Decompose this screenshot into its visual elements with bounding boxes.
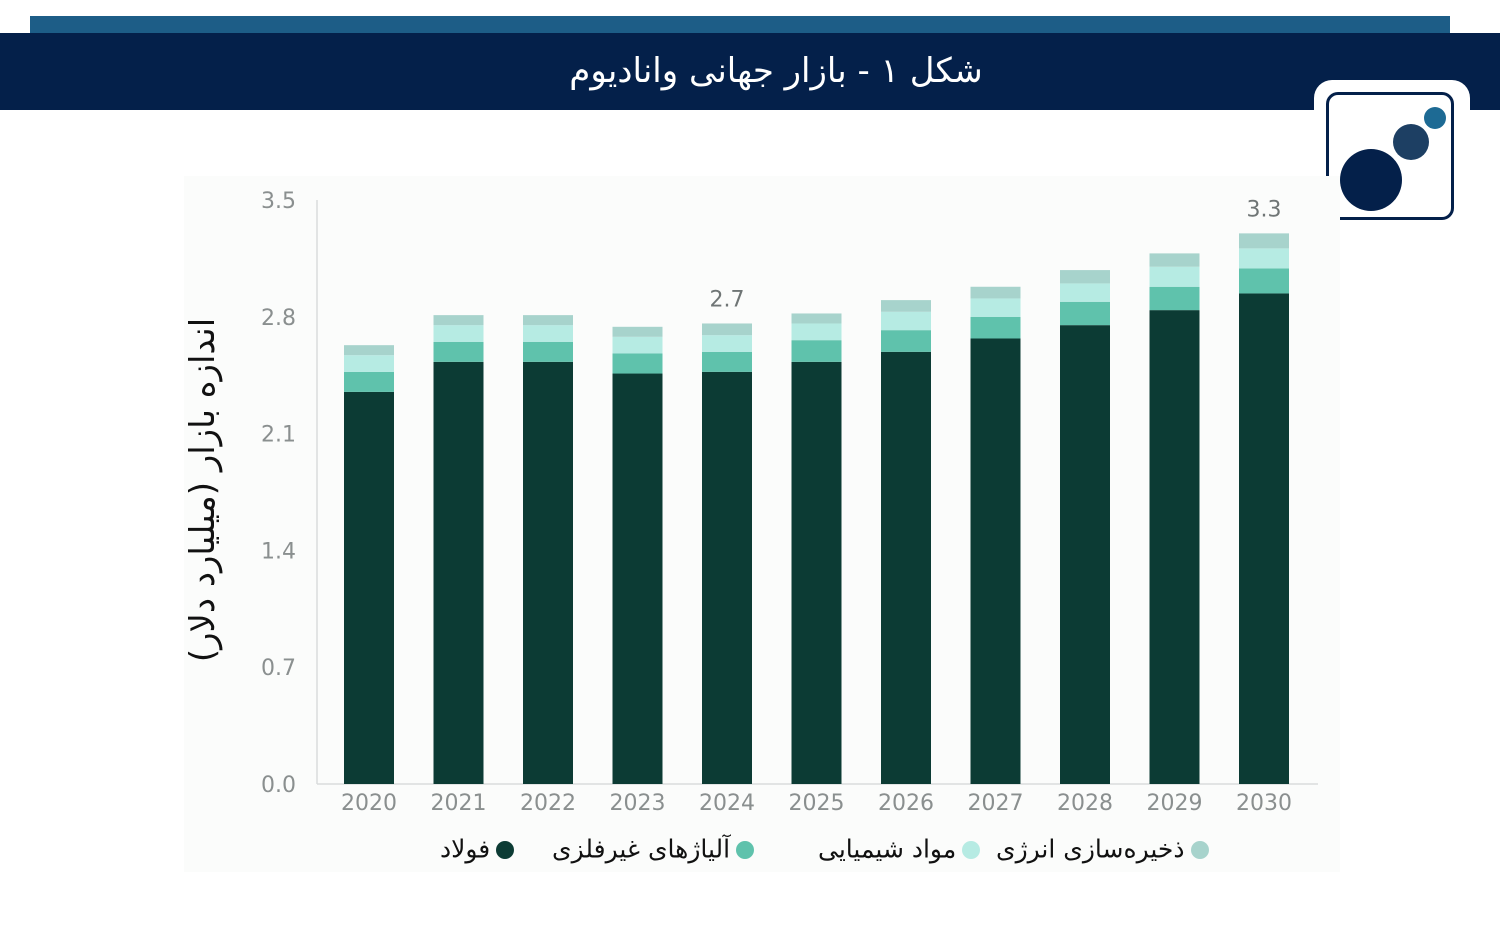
bar-segment (344, 371, 394, 392)
bar-segment (433, 361, 484, 784)
legend-swatch-energy-storage (1190, 840, 1209, 859)
bar-segment (612, 326, 663, 337)
legend-item-steel: فولاد (440, 826, 515, 872)
bar-segment (1149, 266, 1200, 287)
x-tick-label: 2021 (431, 791, 487, 816)
legend-label-steel: فولاد (440, 834, 491, 864)
y-tick-label: 3.5 (261, 189, 296, 214)
x-tick-label: 2023 (610, 791, 666, 816)
x-tick-label: 2025 (789, 791, 845, 816)
bar-segment (881, 330, 931, 352)
bar-segment (433, 325, 484, 342)
legend-label-energy-storage: ذخیره‌سازی انرژی (996, 834, 1185, 864)
bar-segment (1060, 301, 1110, 326)
bar-segment (1239, 233, 1289, 249)
bar-segment (612, 353, 663, 374)
y-tick-label: 0.0 (261, 773, 296, 798)
x-tick-label: 2027 (968, 791, 1024, 816)
y-tick-label: 1.4 (261, 539, 296, 564)
legend-swatch-alloys (736, 840, 755, 859)
bar-segment (344, 345, 394, 356)
x-tick-label: 2024 (699, 791, 755, 816)
y-axis-title-wrap: اندازه بازار (میلیارد دلار) (158, 270, 248, 710)
x-tick-label: 2029 (1147, 791, 1203, 816)
bar-segment (1149, 253, 1200, 267)
bar-segment (970, 338, 1021, 784)
bar-segment (612, 336, 663, 354)
bar-segment (791, 313, 842, 324)
bar-segment (1060, 270, 1110, 284)
bar-segment (970, 316, 1021, 339)
legend-swatch-chemicals (962, 840, 981, 859)
logo-badge (1314, 80, 1470, 234)
data-label: 2.7 (710, 287, 745, 312)
legend-label-alloys: آلیاژهای غیرفلزی (552, 834, 731, 864)
bar-segment (344, 355, 394, 372)
bar-segment (970, 286, 1021, 299)
bar-segment (433, 315, 484, 326)
title-bar: شکل ۱ - بازار جهانی وانادیوم (0, 33, 1500, 110)
x-tick-label: 2030 (1236, 791, 1292, 816)
y-axis-title: اندازه بازار (میلیارد دلار) (183, 317, 223, 663)
chart-legend: فولاد آلیاژهای غیرفلزی مواد شیمیایی ذخیر… (420, 826, 1240, 872)
three-circles-logo-icon (1340, 107, 1446, 211)
bar-segment (702, 323, 752, 336)
bar-segment (970, 298, 1021, 317)
legend-item-chemicals: مواد شیمیایی (818, 826, 981, 872)
top-accent-strip (30, 16, 1450, 33)
bar-segment (1149, 286, 1200, 311)
bar-segment (1060, 283, 1110, 302)
y-tick-label: 2.1 (261, 423, 296, 448)
bar-segment (1239, 248, 1289, 269)
x-tick-label: 2022 (520, 791, 576, 816)
legend-swatch-steel (496, 840, 515, 859)
bar-segment (881, 351, 931, 784)
y-tick-label: 2.8 (261, 306, 296, 331)
y-tick-label: 0.7 (261, 656, 296, 681)
bar-segment (791, 323, 842, 341)
bar-segment (702, 335, 752, 352)
bar-segment (702, 351, 752, 372)
bar-segment (881, 311, 931, 331)
bar-segment (1149, 310, 1200, 784)
logo-frame (1326, 92, 1454, 220)
bar-segment (791, 361, 842, 784)
data-label: 3.3 (1247, 197, 1282, 222)
figure-title: شکل ۱ - بازار جهانی وانادیوم (569, 51, 983, 91)
bar-segment (881, 300, 931, 312)
bar-segment (523, 315, 573, 326)
legend-label-chemicals: مواد شیمیایی (818, 834, 957, 864)
legend-item-energy-storage: ذخیره‌سازی انرژی (996, 826, 1209, 872)
x-tick-label: 2026 (878, 791, 934, 816)
bar-segment (523, 361, 573, 784)
bar-segment (1060, 325, 1110, 784)
bar-segment (1239, 268, 1289, 294)
bar-segment (612, 373, 663, 784)
bar-segment (702, 371, 752, 784)
bar-segment (1239, 293, 1289, 784)
x-tick-label: 2028 (1057, 791, 1113, 816)
x-tick-label: 2020 (341, 791, 397, 816)
legend-item-alloys: آلیاژهای غیرفلزی (552, 826, 755, 872)
bar-segment (433, 341, 484, 362)
bar-segment (791, 340, 842, 362)
bar-segment (344, 391, 394, 784)
bar-segment (523, 325, 573, 342)
bar-segment (523, 341, 573, 362)
